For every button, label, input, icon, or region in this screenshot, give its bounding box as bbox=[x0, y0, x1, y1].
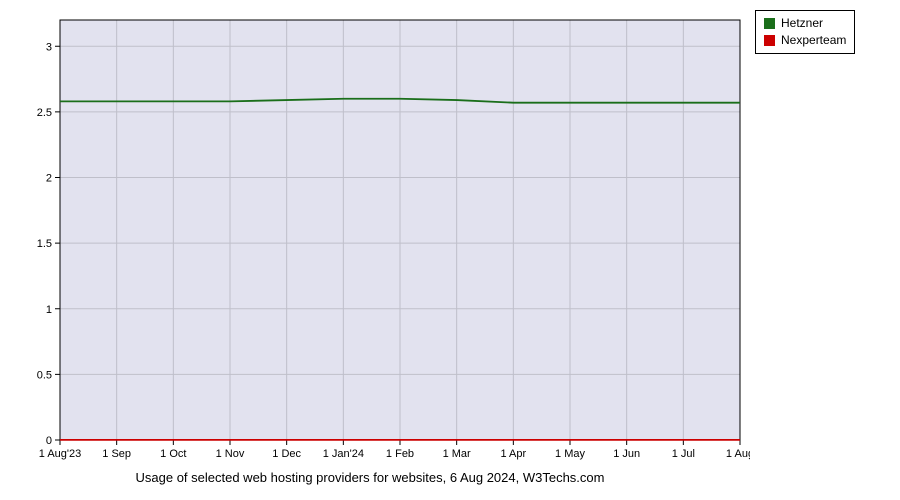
svg-text:1 Sep: 1 Sep bbox=[102, 448, 131, 460]
svg-text:1 Feb: 1 Feb bbox=[386, 448, 414, 460]
svg-text:1 Apr: 1 Apr bbox=[500, 448, 526, 460]
svg-text:1.5: 1.5 bbox=[37, 238, 52, 250]
chart-caption: Usage of selected web hosting providers … bbox=[0, 470, 740, 485]
legend: Hetzner Nexperteam bbox=[755, 10, 855, 54]
svg-text:0.5: 0.5 bbox=[37, 369, 52, 381]
svg-text:1: 1 bbox=[46, 304, 52, 316]
chart-container: 0 0.5 1 1.5 2 2.5 3 1 Aug'23 1 Sep 1 Oct 1 Nov 1 De… bbox=[0, 0, 900, 500]
svg-text:0: 0 bbox=[46, 435, 52, 447]
svg-text:1 Mar: 1 Mar bbox=[443, 448, 471, 460]
svg-text:3: 3 bbox=[46, 41, 52, 53]
svg-text:2.5: 2.5 bbox=[37, 107, 52, 119]
svg-text:1 Jun: 1 Jun bbox=[613, 448, 640, 460]
chart-area: 0 0.5 1 1.5 2 2.5 3 1 Aug'23 1 Sep 1 Oct 1 Nov 1 De… bbox=[10, 10, 750, 475]
svg-text:1 Nov: 1 Nov bbox=[216, 448, 245, 460]
svg-text:1 Jul: 1 Jul bbox=[672, 448, 695, 460]
svg-text:1 Jan'24: 1 Jan'24 bbox=[323, 448, 364, 460]
svg-text:1 Oct: 1 Oct bbox=[160, 448, 186, 460]
legend-label: Hetzner bbox=[781, 15, 823, 32]
legend-label: Nexperteam bbox=[781, 32, 846, 49]
line-chart: 0 0.5 1 1.5 2 2.5 3 1 Aug'23 1 Sep 1 Oct 1 Nov 1 De… bbox=[10, 10, 750, 470]
svg-text:1 May: 1 May bbox=[555, 448, 585, 460]
svg-text:1 Aug'23: 1 Aug'23 bbox=[39, 448, 81, 460]
legend-swatch-icon bbox=[764, 35, 775, 46]
legend-swatch-icon bbox=[764, 18, 775, 29]
svg-text:2: 2 bbox=[46, 173, 52, 185]
legend-item: Nexperteam bbox=[764, 32, 846, 49]
svg-text:1 Aug: 1 Aug bbox=[726, 448, 750, 460]
svg-text:1 Dec: 1 Dec bbox=[272, 448, 301, 460]
legend-item: Hetzner bbox=[764, 15, 846, 32]
